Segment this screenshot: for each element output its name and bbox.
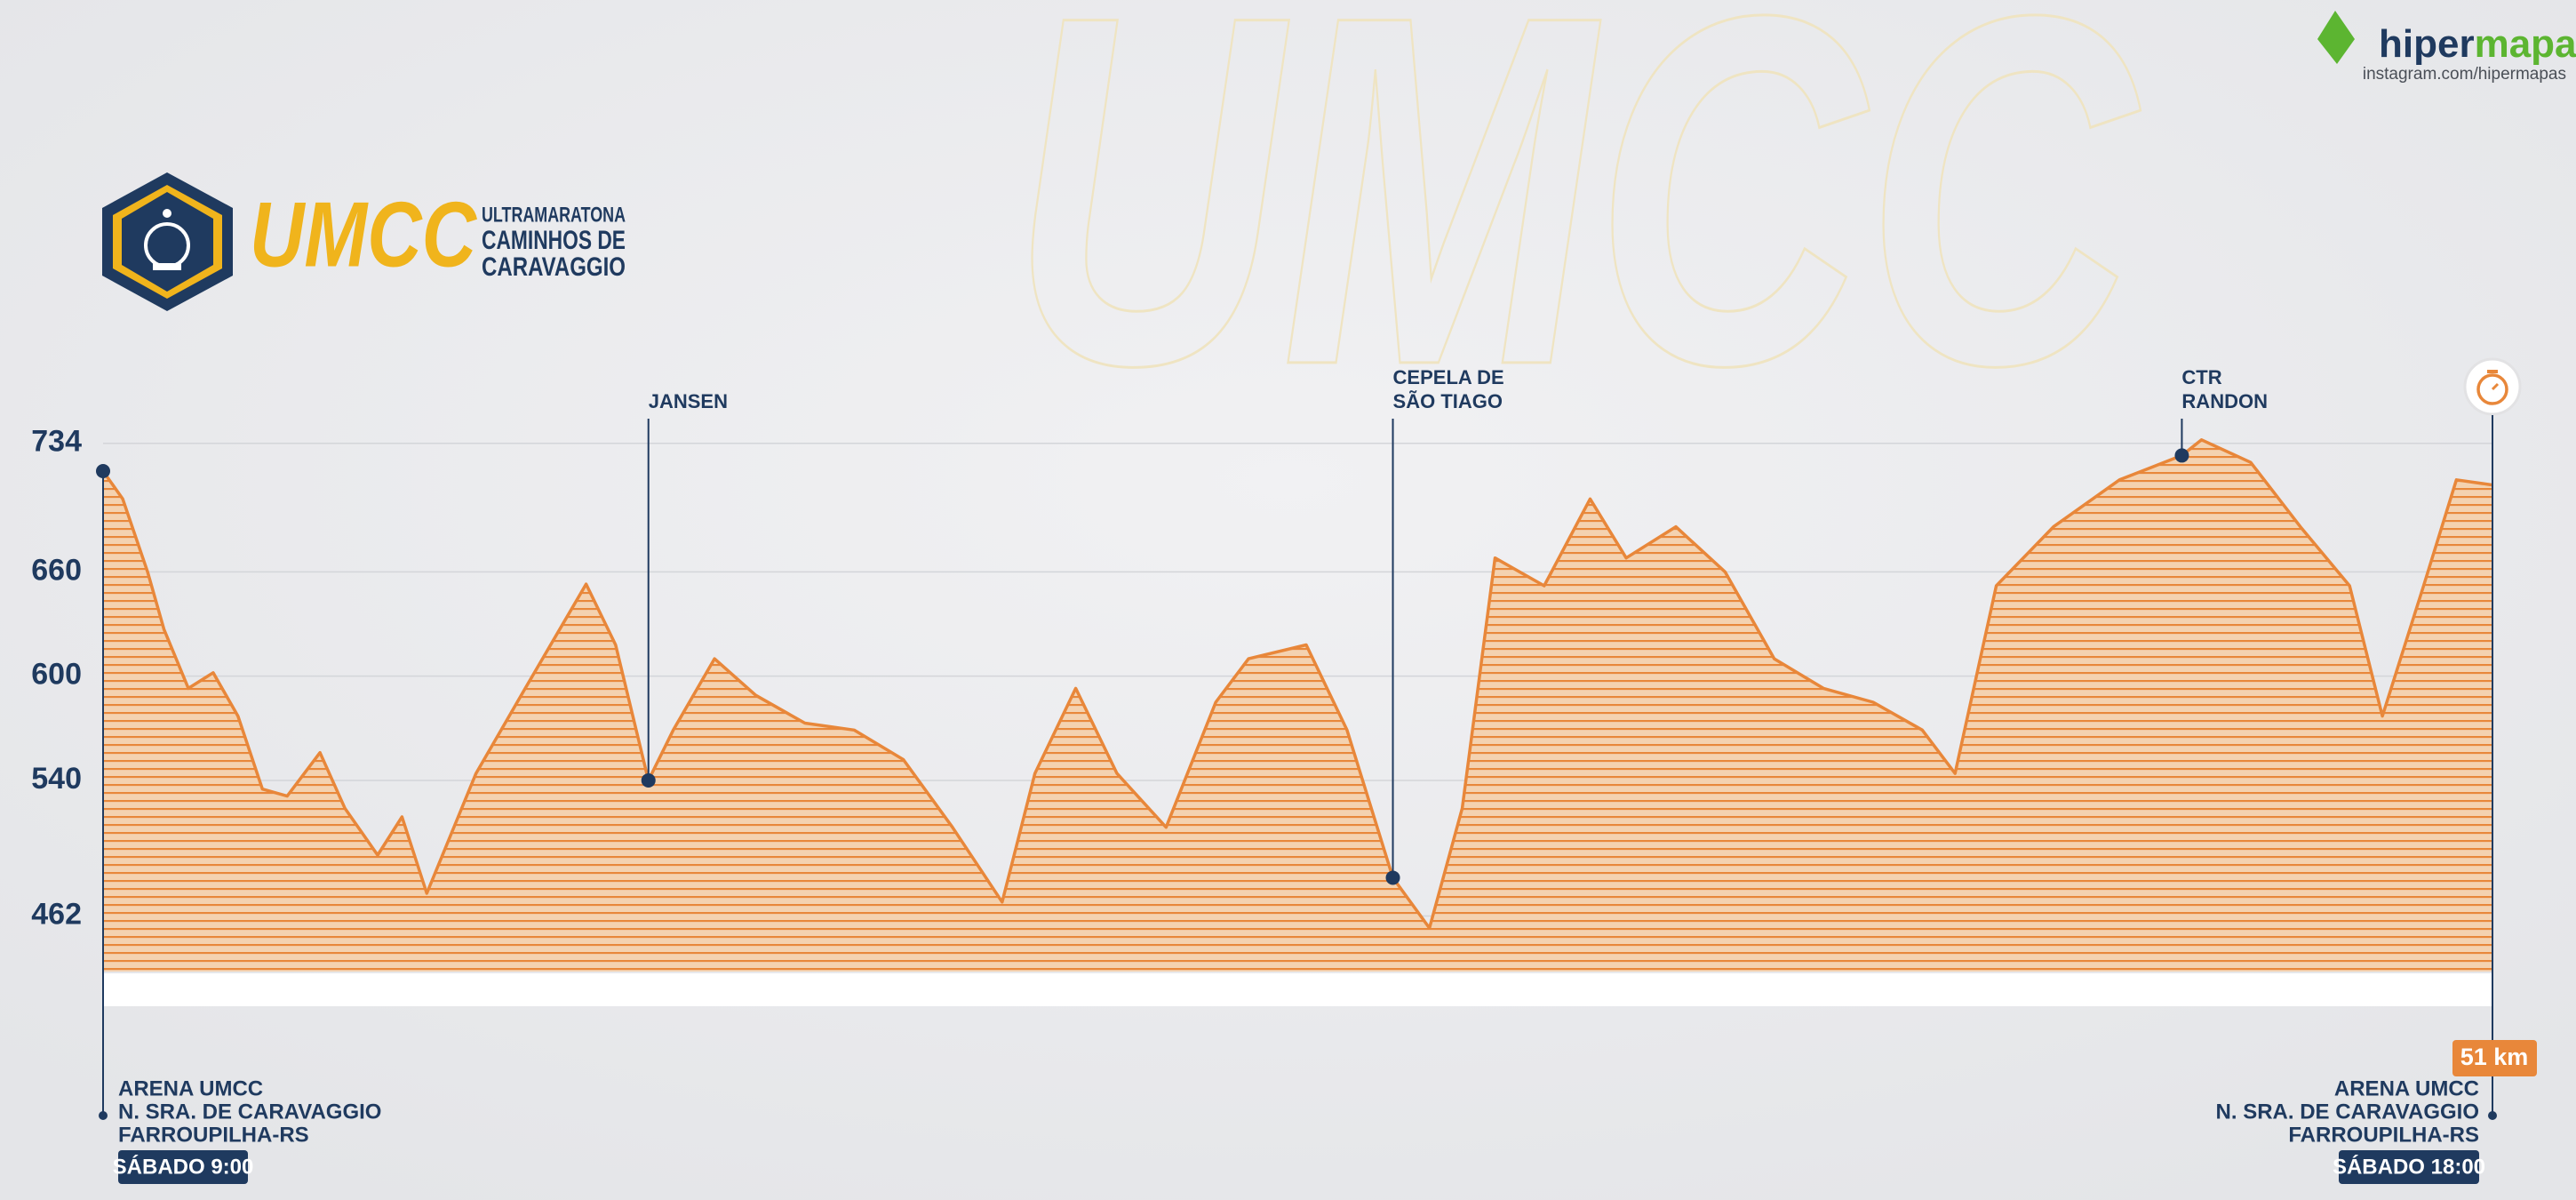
logo [102, 172, 233, 311]
y-tick-label: 462 [31, 897, 82, 931]
start-label: FARROUPILHA-RS [118, 1123, 309, 1147]
finish-foot [2488, 1111, 2497, 1120]
annotation-label: JANSEN [649, 390, 728, 412]
annotation-label: SÃO TIAGO [1393, 390, 1503, 412]
y-tick-label: 734 [31, 425, 82, 459]
brand-part: mapas [2475, 22, 2576, 66]
finish-label: ARENA UMCC [2334, 1076, 2479, 1100]
start-point [96, 464, 110, 479]
distance-badge [2452, 1040, 2537, 1076]
finish-label: FARROUPILHA-RS [2288, 1123, 2479, 1147]
start-label: N. SRA. DE CARAVAGGIO [118, 1100, 381, 1124]
baseline-band [103, 973, 2492, 1006]
start-time: SÁBADO 9:00 [113, 1154, 254, 1179]
finish-label: N. SRA. DE CARAVAGGIO [2216, 1100, 2479, 1124]
annotation-label: CTR [2181, 366, 2221, 388]
logo-subtitle: CARAVAGGIO [482, 252, 626, 282]
brand-part: hiper [2379, 22, 2475, 66]
y-tick-label: 660 [31, 553, 82, 587]
finish-icon [2463, 357, 2522, 416]
annotation-label: CEPELA DE [1393, 366, 1504, 388]
finish-time-badge [2339, 1150, 2479, 1184]
logo-title: UMCC [250, 183, 478, 286]
brand-url: instagram.com/hipermapas [2363, 65, 2566, 84]
finish-time: SÁBADO 18:00 [2333, 1154, 2485, 1179]
logo-subtitle: CAMINHOS DE [482, 226, 626, 255]
logo-subtitle: ULTRAMARATONA [482, 203, 626, 227]
watermark: UMCC [1010, 0, 2141, 468]
annotation-point [641, 772, 656, 788]
distance-label: 51 km [2460, 1044, 2529, 1070]
brand-icon [2317, 11, 2355, 64]
elevation-area [103, 439, 2492, 972]
start-foot [99, 1111, 108, 1120]
annotation-label: RANDON [2181, 390, 2268, 412]
brand-name: hipermapas [2379, 22, 2576, 66]
start-label: ARENA UMCC [118, 1076, 263, 1100]
y-tick-label: 600 [31, 658, 82, 692]
elevation-line [101, 438, 2493, 930]
annotation-point [1385, 870, 1400, 885]
annotation-point [2174, 448, 2189, 463]
y-tick-label: 540 [31, 762, 82, 796]
start-time-badge [118, 1150, 248, 1184]
